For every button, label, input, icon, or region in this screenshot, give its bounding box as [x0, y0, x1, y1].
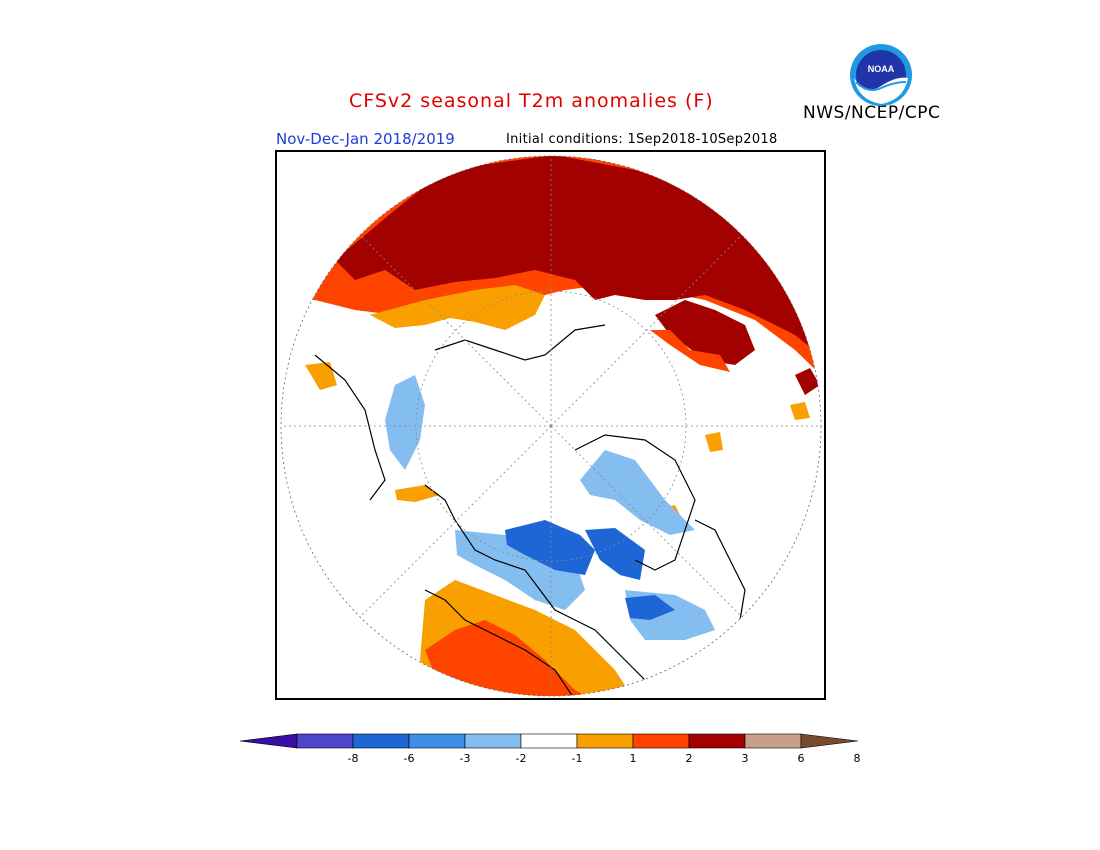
graticule — [281, 156, 821, 696]
anomaly-region-warm-eurasia-core — [335, 156, 821, 360]
colorbar-segment — [688, 733, 746, 749]
noaa-logo-icon: NOAA — [850, 44, 912, 106]
anomaly-region-cool-baffin — [585, 528, 645, 580]
colorbar-arrow-low — [239, 733, 298, 749]
anomaly-region-warm-europe-west — [305, 362, 337, 390]
polar-map — [275, 150, 826, 700]
anomaly-region-cool-quebec-core — [625, 595, 675, 620]
colorbar-segment — [464, 733, 522, 749]
noaa-logo-text: NOAA — [868, 64, 895, 74]
colorbar: -8 -6 -3 -2 -1 1 2 3 6 8 — [239, 733, 861, 765]
colorbar-tick-label: 2 — [686, 752, 693, 765]
colorbar-segment — [296, 733, 354, 749]
colorbar-tick-label: 8 — [854, 752, 861, 765]
agency-label: NWS/NCEP/CPC — [803, 103, 941, 123]
colorbar-tick-label: -6 — [404, 752, 415, 765]
colorbar-tick-label: 3 — [742, 752, 749, 765]
colorbar-tick-label: -1 — [572, 752, 583, 765]
anomaly-region-warm-alaska-spot — [795, 368, 820, 395]
colorbar-tick-label: -2 — [516, 752, 527, 765]
anomaly-region-warm-eurasia-band — [370, 285, 545, 330]
colorbar-segment — [632, 733, 690, 749]
anomaly-region-cool-canada-north — [455, 530, 585, 610]
map-title: CFSv2 seasonal T2m anomalies (F) — [349, 90, 714, 112]
colorbar-tick-label: -3 — [460, 752, 471, 765]
colorbar-segment — [744, 733, 802, 749]
colorbar-tick-label: 6 — [798, 752, 805, 765]
colorbar-segment — [352, 733, 410, 749]
anomaly-region-cool-greenland — [580, 450, 695, 535]
anomaly-region-warm-canada-ne — [705, 432, 723, 452]
colorbar-segment — [576, 733, 634, 749]
map-boundary — [280, 155, 822, 697]
anomaly-region-cool-scandinavia — [385, 375, 425, 470]
anomaly-region-warm-alaska-spot-2 — [790, 402, 810, 420]
anomaly-region-warm-siberia-east — [655, 300, 755, 365]
colorbar-segment — [408, 733, 466, 749]
initial-conditions-label: Initial conditions: 1Sep2018-10Sep2018 — [506, 132, 778, 147]
colorbar-tick-label: 1 — [630, 752, 637, 765]
colorbar-tick-label: -8 — [348, 752, 359, 765]
colorbar-arrow-high — [800, 733, 859, 749]
anomaly-region-cool-canada-core — [505, 520, 595, 575]
anomaly-region-warm-siberia-edge — [650, 330, 730, 372]
anomaly-region-warm-greenland-east — [395, 485, 440, 502]
colorbar-segment — [520, 733, 578, 749]
anomaly-region-warm-namerica-core — [425, 620, 595, 696]
season-label: Nov-Dec-Jan 2018/2019 — [276, 130, 455, 148]
